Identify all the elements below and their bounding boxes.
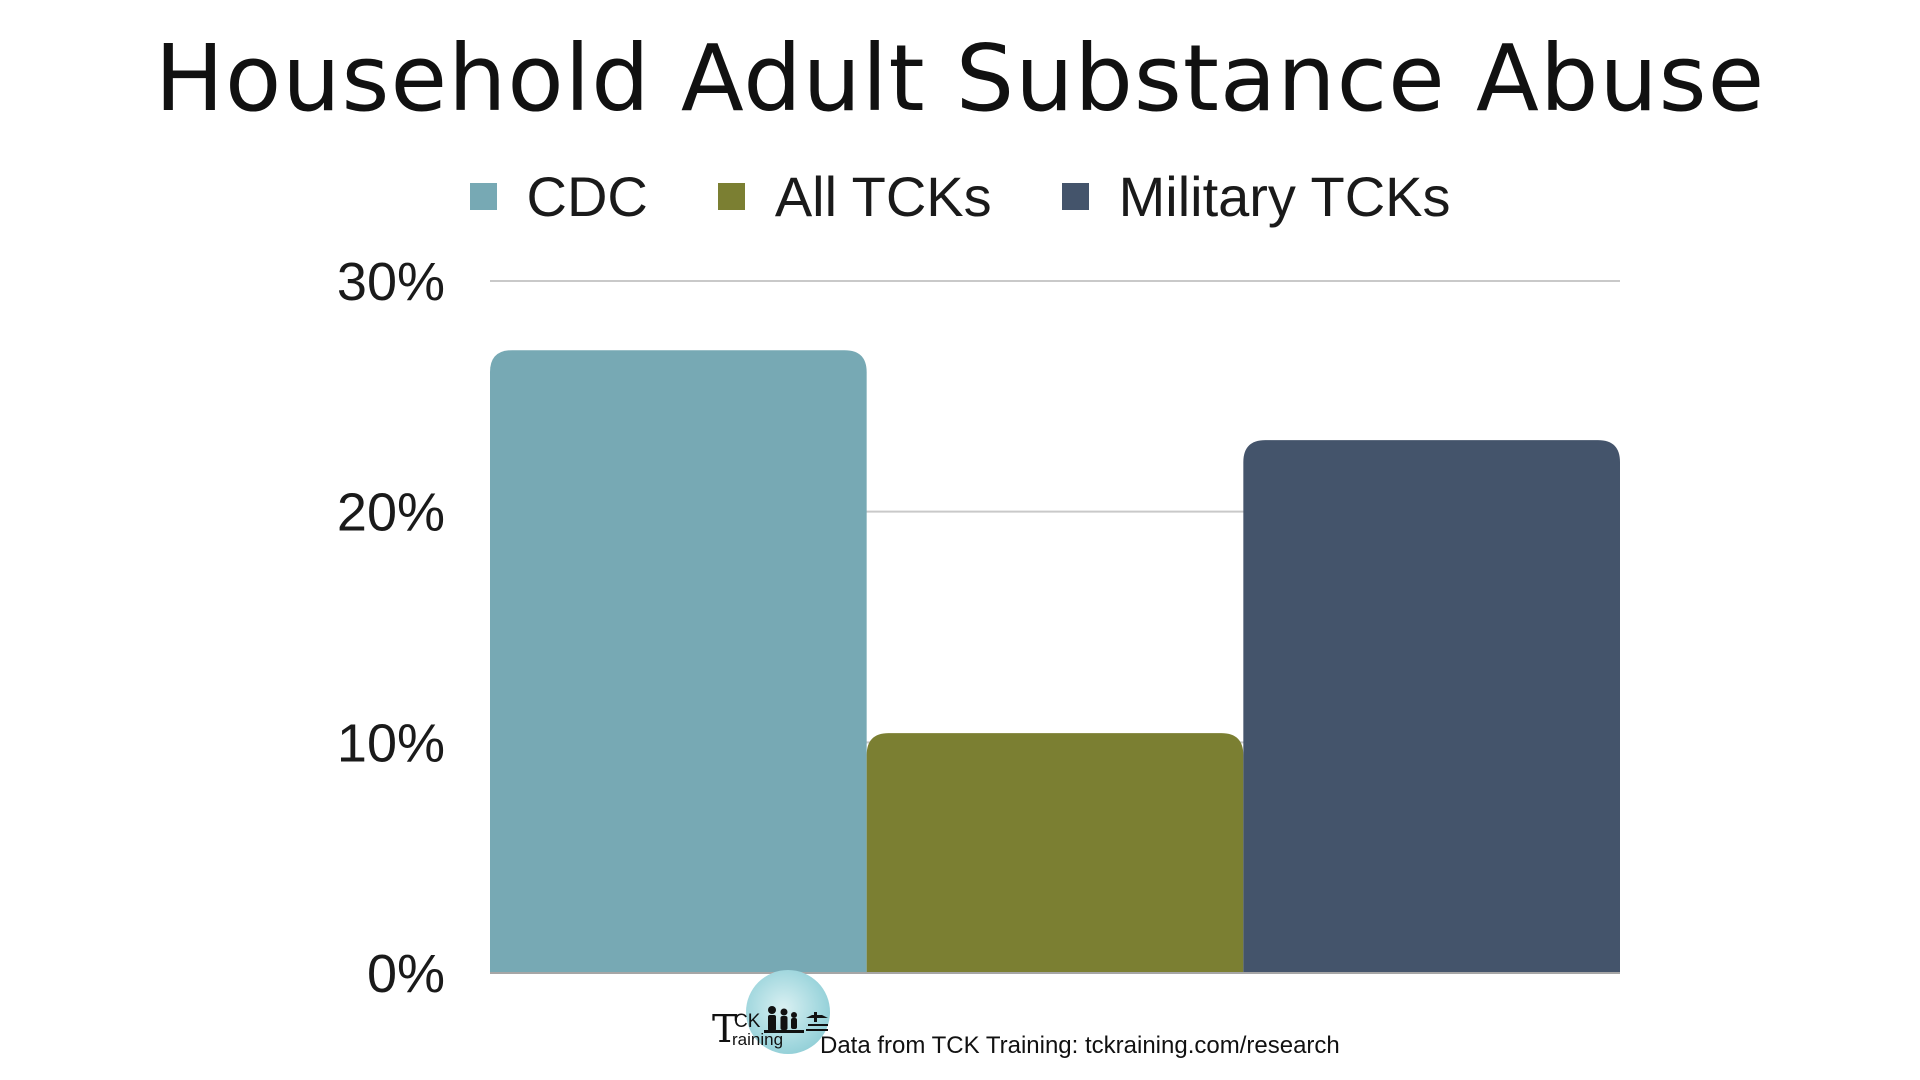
y-tick-label: 20% [337, 483, 445, 543]
legend-swatch [717, 182, 745, 210]
y-tick-label: 10% [337, 713, 445, 773]
legend-label: Military TCKs [1118, 164, 1451, 228]
bar-all-tcks [866, 733, 1244, 973]
tck-training-logo: T CK raining [710, 968, 835, 1068]
legend-swatch [1061, 182, 1089, 210]
source-footer: T CK raining Data from TCK Training: tck… [710, 968, 1470, 1068]
chart-legend: CDC All TCKs Military TCKs [0, 160, 1920, 232]
legend-item: CDC [469, 164, 648, 229]
bar-military-tcks [1243, 440, 1620, 973]
family-silhouette-icon [764, 1006, 828, 1033]
bar-cdc [490, 350, 867, 973]
logo-letter-t: T [712, 1007, 738, 1051]
legend-label: All TCKs [774, 164, 992, 228]
y-tick-label: 30% [337, 252, 445, 312]
logo-word-training: raining [732, 1030, 784, 1049]
legend-swatch [469, 182, 497, 210]
legend-item: All TCKs [717, 164, 992, 229]
legend-label: CDC [526, 164, 648, 228]
y-tick-label: 0% [367, 944, 445, 1004]
logo-letters-ck: CK [734, 1011, 761, 1032]
source-note: Data from TCK Training: tckraining.com/r… [820, 1032, 1340, 1059]
chart-title: Household Adult Substance Abuse [154, 25, 1766, 132]
legend-item: Military TCKs [1061, 164, 1451, 229]
